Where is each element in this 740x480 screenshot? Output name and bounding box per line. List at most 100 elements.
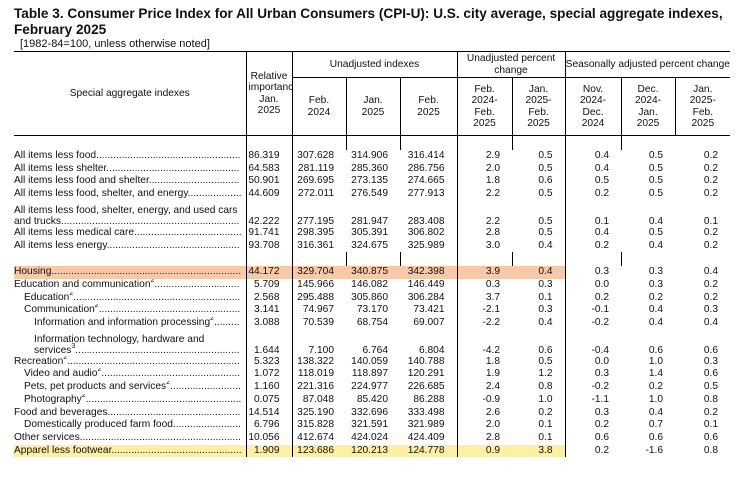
leader-dots: ........................................… — [79, 431, 242, 443]
row-label-text: Domestically produced farm food — [24, 419, 173, 431]
cell-sa-jan: 0.3 — [621, 266, 676, 279]
cell-feb2024: 70.539 — [302, 317, 334, 329]
row-label: Photography2............................… — [14, 393, 247, 407]
row-label: Communication2..........................… — [14, 304, 247, 318]
cell-sa-feb: 0.6 — [703, 344, 719, 356]
col-group-unadjusted: Unadjusted indexes — [292, 51, 458, 78]
cell-sa-jan: 0.5 — [648, 150, 664, 161]
spacer-cell — [621, 136, 675, 151]
cell-sa-jan: 0.5 — [648, 175, 664, 187]
row-label-text: Photography — [24, 393, 82, 405]
cell-pct-yoy: 1.8 — [485, 355, 501, 367]
cell-feb2024: 329.704 — [292, 266, 346, 279]
table-row: All items less food, shelter, energy, an… — [14, 200, 730, 227]
cell-feb2024: 315.828 — [297, 419, 334, 431]
cell-sa-feb: 0.2 — [703, 150, 719, 161]
table-body: All items less food.....................… — [14, 135, 731, 458]
cell-jan2025: 332.696 — [351, 406, 388, 418]
cell-sa-jan: 0.6 — [648, 344, 664, 356]
col-head-label: Special aggregate indexes — [14, 51, 247, 136]
cell-sa-feb: 0.2 — [703, 162, 719, 174]
footnote-marker: 2 — [150, 278, 155, 284]
cell-pct-yoy: 2.2 — [485, 215, 501, 227]
cell-jan2025: 118.897 — [351, 368, 388, 380]
cell-sa-dec: -0.2 — [591, 317, 610, 329]
cell-relative: 42.222 — [246, 200, 293, 227]
cell-sa-feb: 0.2 — [703, 291, 719, 303]
col-group-unadj-pct: Unadjusted percent change — [457, 51, 566, 78]
spacer-cell — [512, 135, 566, 150]
leader-dots: ................... — [187, 188, 242, 200]
cell-feb2024: 123.686 — [292, 444, 346, 458]
cell-feb2025: 274.665 — [400, 175, 458, 189]
table-row: Food and beverages......................… — [14, 406, 730, 420]
cell-pct-yoy: -4.2 — [482, 344, 501, 356]
cell-feb2025: 306.802 — [400, 226, 458, 240]
leader-dots: ........................................… — [111, 444, 242, 456]
cell-sa-feb: 0.2 — [703, 188, 719, 200]
cell-sa-feb: 0.4 — [703, 317, 719, 329]
cell-pct-mom: 0.6 — [512, 329, 566, 356]
cell-pct-yoy: 3.0 — [485, 239, 501, 251]
row-label: Education2..............................… — [14, 291, 247, 305]
row-label: Pets, pet products and services2........… — [14, 381, 247, 394]
cell-relative: 86.319 — [246, 150, 293, 163]
cell-pct-mom: 0.3 — [512, 278, 566, 292]
cell-relative: 1.644 — [246, 329, 293, 356]
cell-feb2024: 307.628 — [297, 150, 334, 161]
cell-pct-mom: 0.5 — [512, 150, 566, 163]
cell-feb2024: 138.322 — [297, 355, 334, 367]
table-header: Special aggregate indexes Relative impor… — [14, 51, 731, 136]
cell-jan2025: 314.906 — [351, 150, 388, 161]
cell-pct-yoy: 3.9 — [457, 266, 513, 279]
cell-sa-jan: 0.4 — [648, 317, 664, 329]
cell-jan2025: 140.059 — [351, 355, 388, 367]
table-row: Photography2............................… — [14, 393, 730, 407]
cell-jan2025: 73.170 — [356, 304, 388, 316]
cell-sa-jan: 1.0 — [648, 393, 664, 405]
cell-jan2025: 281.947 — [351, 215, 388, 227]
cell-feb2024: 269.695 — [297, 175, 334, 187]
col-head-relative: Relative importance Jan. 2025 — [246, 51, 293, 136]
cell-pct-mom: 0.1 — [512, 291, 566, 305]
cpi-table: Special aggregate indexes Relative impor… — [14, 51, 731, 458]
leader-dots: ................................ — [148, 175, 240, 187]
cell-sa-dec: -0.4 — [591, 344, 610, 356]
cell-relative: 10.056 — [246, 431, 293, 445]
cell-jan2025: 305.391 — [351, 226, 388, 238]
cell-sa-dec: 0.1 — [594, 215, 610, 227]
cell-feb2025: 283.408 — [400, 200, 458, 227]
row-label: All items less food and shelter.........… — [14, 175, 247, 189]
footnote-marker: 2 — [210, 317, 215, 323]
cell-relative: 64.583 — [246, 162, 293, 176]
cell-sa-feb: 0.1 — [703, 215, 719, 227]
cell-relative: 5.323 — [246, 355, 293, 369]
cell-sa-dec: 0.2 — [594, 291, 610, 303]
spacer-cell — [675, 136, 730, 151]
cell-jan2025: 273.135 — [351, 175, 388, 187]
cell-pct-yoy: 2.8 — [485, 226, 501, 238]
cell-sa-feb: 0.8 — [703, 393, 719, 405]
spacer-cell — [246, 135, 293, 150]
row-label-text: Education and communication — [14, 278, 151, 290]
cell-pct-mom: 1.2 — [512, 368, 566, 382]
cell-relative: 14.514 — [246, 406, 293, 420]
cell-pct-yoy: 1.8 — [485, 175, 501, 187]
col-head-sa-feb: Jan. 2025- Feb. 2025 — [675, 77, 731, 136]
row-label-text: Apparel less footwear — [14, 444, 112, 456]
footnote-marker: 2 — [63, 355, 68, 361]
cell-pct-yoy: 2.2 — [485, 188, 501, 200]
table-subtitle: [1982-84=100, unless otherwise noted] — [20, 38, 210, 50]
table-row: Education and communication2............… — [14, 278, 730, 292]
leader-dots: ........................................… — [85, 393, 242, 405]
spacer-cell — [292, 252, 347, 267]
cell-sa-jan: 0.5 — [648, 162, 664, 174]
cell-feb2025: 321.989 — [400, 419, 458, 432]
cell-feb2024: 74.967 — [302, 304, 334, 316]
cell-relative: 3.088 — [246, 317, 293, 330]
table-row: Other services..........................… — [14, 431, 730, 445]
leader-dots: ........................................… — [106, 239, 240, 251]
cell-relative: 1.909 — [246, 444, 293, 458]
cell-relative: 50.901 — [246, 175, 293, 189]
spacer-cell — [292, 135, 347, 150]
